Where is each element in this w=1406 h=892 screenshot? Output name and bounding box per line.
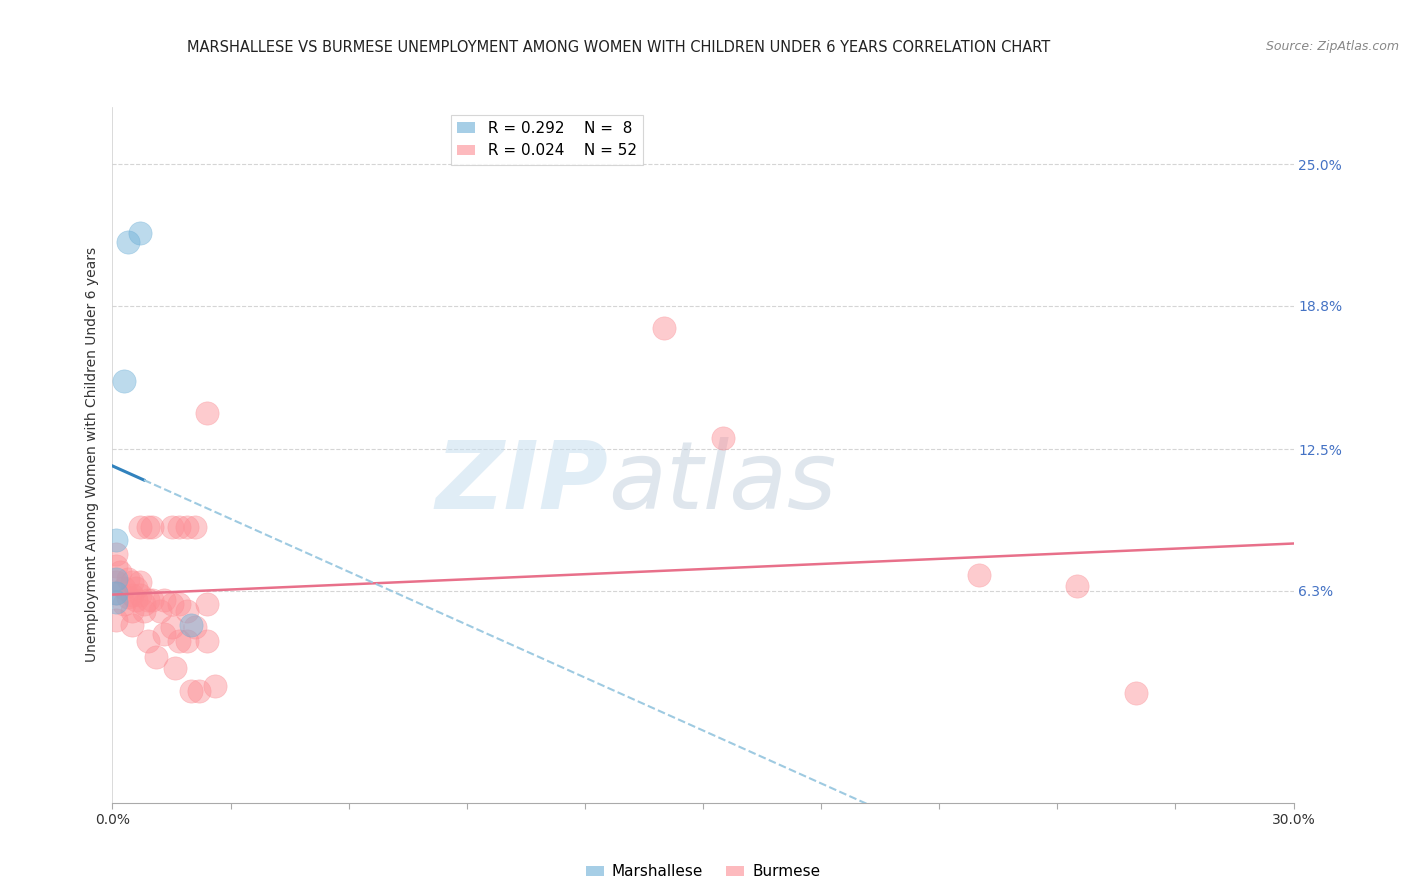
Point xyxy=(967,567,990,582)
Point xyxy=(121,588,143,602)
Point xyxy=(136,592,159,607)
Point xyxy=(121,604,143,618)
Point xyxy=(129,226,152,240)
Point xyxy=(180,684,202,698)
Point xyxy=(195,406,218,420)
Point xyxy=(204,680,226,694)
Point xyxy=(652,321,675,335)
Point xyxy=(121,618,143,632)
Point xyxy=(105,586,128,600)
Point xyxy=(132,598,155,612)
Point xyxy=(105,586,128,600)
Y-axis label: Unemployment Among Women with Children Under 6 years: Unemployment Among Women with Children U… xyxy=(84,247,98,663)
Text: atlas: atlas xyxy=(609,437,837,528)
Point xyxy=(112,582,135,596)
Point xyxy=(165,661,187,675)
Point xyxy=(129,520,152,534)
Point xyxy=(176,633,198,648)
Point xyxy=(117,591,139,605)
Text: MARSHALLESE VS BURMESE UNEMPLOYMENT AMONG WOMEN WITH CHILDREN UNDER 6 YEARS CORR: MARSHALLESE VS BURMESE UNEMPLOYMENT AMON… xyxy=(187,40,1050,55)
Point xyxy=(129,574,152,589)
Point xyxy=(125,592,148,607)
Point xyxy=(169,520,191,534)
Point xyxy=(184,520,207,534)
Text: Source: ZipAtlas.com: Source: ZipAtlas.com xyxy=(1265,40,1399,54)
Point xyxy=(195,633,218,648)
Point xyxy=(176,520,198,534)
Point xyxy=(152,627,174,641)
Point xyxy=(105,572,128,586)
Point xyxy=(141,592,163,607)
Point xyxy=(117,572,139,586)
Point xyxy=(136,633,159,648)
Point xyxy=(125,582,148,596)
Legend: Marshallese, Burmese: Marshallese, Burmese xyxy=(579,858,827,886)
Point xyxy=(136,520,159,534)
Point xyxy=(188,684,211,698)
Point xyxy=(129,588,152,602)
Point xyxy=(169,598,191,612)
Point xyxy=(105,613,128,627)
Point xyxy=(121,574,143,589)
Point xyxy=(105,558,128,573)
Point xyxy=(160,598,183,612)
Point xyxy=(105,533,128,548)
Text: ZIP: ZIP xyxy=(436,437,609,529)
Point xyxy=(160,620,183,634)
Point xyxy=(112,598,135,612)
Point xyxy=(1125,686,1147,700)
Point xyxy=(105,547,128,561)
Point xyxy=(149,604,172,618)
Point xyxy=(152,592,174,607)
Point xyxy=(176,604,198,618)
Point xyxy=(1066,579,1088,593)
Point xyxy=(711,431,734,445)
Point xyxy=(195,598,218,612)
Point xyxy=(105,574,128,589)
Point xyxy=(141,520,163,534)
Point xyxy=(117,235,139,249)
Point xyxy=(112,374,135,388)
Point xyxy=(132,604,155,618)
Point xyxy=(160,520,183,534)
Point xyxy=(169,633,191,648)
Point xyxy=(105,595,128,609)
Point xyxy=(184,620,207,634)
Point xyxy=(180,618,202,632)
Point xyxy=(110,566,132,580)
Point xyxy=(145,649,167,664)
